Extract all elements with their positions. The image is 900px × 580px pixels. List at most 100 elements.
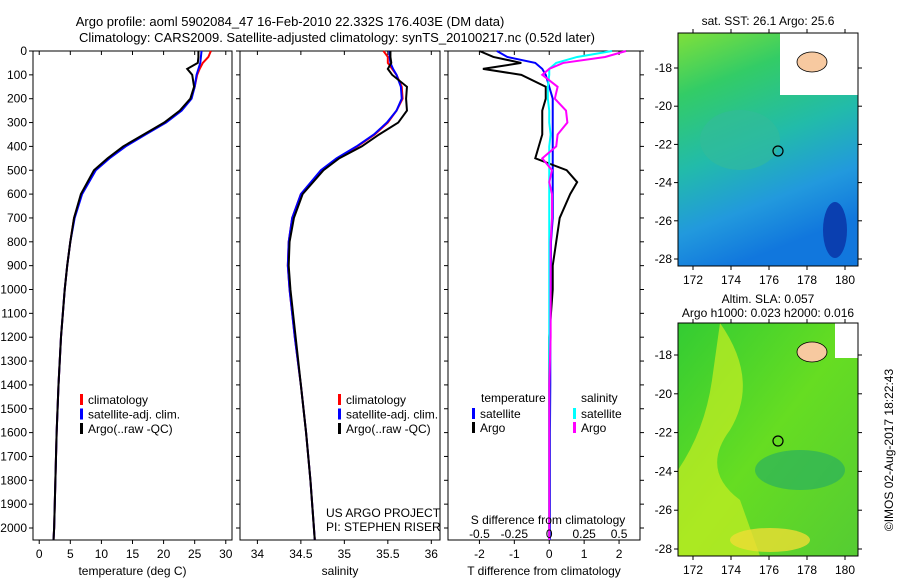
title-line-1: Argo profile: aoml 5902084_47 16-Feb-201…	[76, 14, 505, 29]
series-line-climatology	[52, 50, 212, 540]
lat-tick-label: -22	[655, 137, 673, 151]
lat-tick-label: -20	[655, 387, 673, 401]
legend-label: climatology	[88, 393, 148, 407]
legend-swatch	[80, 408, 83, 420]
lon-tick-label: 172	[683, 563, 703, 577]
lat-tick-label: -18	[655, 348, 673, 362]
legend-label: Argo(..raw -QC)	[346, 422, 431, 436]
sla-high-patch-south	[730, 528, 810, 552]
lon-tick-label: 172	[683, 273, 703, 287]
y-tick-label: 100	[7, 68, 27, 82]
legend-swatch	[472, 422, 475, 433]
sla-high-patch	[678, 323, 760, 556]
x2-tick-label: 0.5	[611, 527, 628, 541]
sla-map-axes: 172 174 176 178 180 -18 -20 -22 -24 -26 -28	[655, 319, 862, 577]
x-tick-label: 34.5	[289, 547, 313, 561]
x-tick-label: 35.5	[376, 547, 400, 561]
series-line-t-satellite	[496, 50, 554, 540]
legend-label: satellite	[480, 407, 521, 421]
y-tick-label: 1400	[0, 378, 27, 392]
sst-map-frame	[677, 32, 859, 267]
legend-header-temperature: temperature	[481, 391, 546, 405]
series-line-satellite-adj-clim-	[286, 51, 403, 540]
x-tick-label: 10	[95, 547, 109, 561]
sla-low-patch	[755, 450, 845, 490]
x-tick-label: 0	[36, 547, 43, 561]
x-axis-label: salinity	[322, 564, 359, 578]
lat-tick-label: -18	[655, 61, 673, 75]
legend-swatch	[338, 394, 341, 405]
y-tick-label: 400	[7, 139, 27, 153]
panel-salinity: 34 34.5 35 35.5 36 salinity climatologysatelli…	[236, 50, 441, 578]
x-tick-label: 5	[67, 547, 74, 561]
lat-tick-label: -22	[655, 426, 673, 440]
legend-swatch	[80, 423, 83, 434]
pi-credit: PI: STEPHEN RISER	[326, 520, 441, 534]
copyright-text: ©IMOS 02-Aug-2017 18:22:43	[882, 369, 896, 532]
y-tick-label: 1900	[0, 497, 27, 511]
legend-label: satellite-adj. clim.	[88, 408, 180, 422]
y-tick-label: 900	[7, 259, 27, 273]
legend-swatch	[573, 408, 576, 419]
sst-map-title: sat. SST: 26.1 Argo: 25.6	[702, 14, 835, 28]
lon-tick-label: 174	[721, 563, 741, 577]
legend-label: Argo	[581, 421, 607, 435]
legend-swatch	[80, 394, 83, 405]
panel-frame	[32, 50, 233, 541]
sla-map-frame	[677, 322, 859, 557]
x-tick-label: 35	[338, 547, 352, 561]
legend-header-salinity: salinity	[581, 391, 618, 405]
lat-tick-label: -28	[655, 542, 673, 556]
sla-map-title-2: Argo h1000: 0.023 h2000: 0.016	[682, 306, 854, 320]
series-line-s-satellite	[546, 50, 613, 540]
lat-tick-label: -24	[655, 176, 673, 190]
x-tick-label: 0	[546, 547, 553, 561]
y-tick-label: 800	[7, 235, 27, 249]
legend-swatch	[472, 408, 475, 419]
y-tick-label: 300	[7, 116, 27, 130]
y-tick-label: 1100	[1, 306, 27, 320]
y-tick-label: 1700	[0, 449, 27, 463]
x2-tick-label: -0.25	[501, 527, 529, 541]
x-tick-label: 20	[157, 547, 171, 561]
legend-swatch	[338, 423, 341, 434]
argo-location-marker	[772, 435, 784, 447]
sst-patch	[700, 110, 780, 170]
lon-tick-label: 180	[835, 563, 855, 577]
project-credit: US ARGO PROJECT	[326, 506, 441, 520]
argo-location-marker	[772, 145, 784, 157]
legend-swatch	[338, 408, 341, 420]
lat-tick-label: -28	[655, 252, 673, 266]
x2-axis-label: S difference from climatology	[471, 513, 626, 527]
x-tick-label: 25	[188, 547, 202, 561]
sst-map: sat. SST: 26.1 Argo: 25.6	[677, 14, 859, 267]
sst-map-axes: 172 174 176 178 180 -18 -20 -22 -24 -26 -28	[655, 29, 862, 287]
legend-label: Argo(..raw -QC)	[88, 422, 173, 436]
x-axis-label: temperature (deg C)	[78, 564, 186, 578]
land-mask	[835, 323, 858, 358]
legend-label: climatology	[346, 393, 406, 407]
x2-tick-label: -0.5	[469, 527, 490, 541]
legend-label: Argo	[480, 421, 506, 435]
x-tick-label: -2	[474, 547, 485, 561]
x-tick-label: 1	[581, 547, 588, 561]
y-tick-label: 1200	[0, 330, 27, 344]
panel-frame	[447, 50, 641, 541]
legend-label: satellite-adj. clim.	[346, 408, 438, 422]
x-tick-label: 36	[425, 547, 439, 561]
legend-label: satellite	[581, 407, 622, 421]
y-tick-label: 1000	[0, 283, 27, 297]
y-tick-label: 500	[7, 163, 27, 177]
legend-swatch	[573, 422, 576, 433]
x-tick-label: -1	[509, 547, 520, 561]
lon-tick-label: 176	[759, 563, 779, 577]
lon-tick-label: 176	[759, 273, 779, 287]
lat-tick-label: -24	[655, 464, 673, 478]
sla-map-title-1: Altim. SLA: 0.057	[722, 292, 815, 306]
series-line-argo-raw-qc-	[287, 51, 408, 540]
series-line-satellite-adj-clim-	[52, 50, 203, 540]
x-tick-label: 15	[126, 547, 140, 561]
series-line-argo-raw-qc-	[52, 51, 200, 540]
